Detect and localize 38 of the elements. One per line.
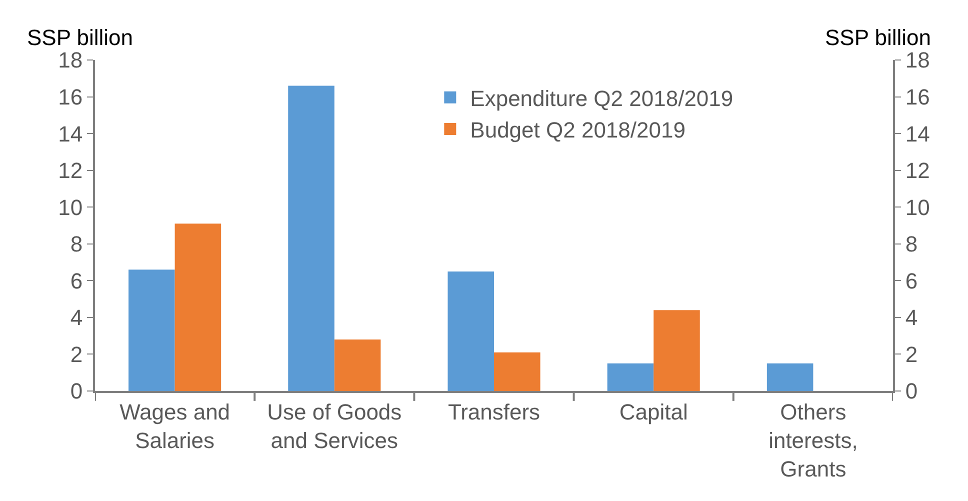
y2-tick-label: 2	[905, 342, 918, 367]
y2-tick-label: 0	[905, 378, 918, 404]
y2-tick-label: 18	[905, 48, 930, 73]
y2-tick-label: 14	[905, 121, 930, 146]
legend-label: Expenditure Q2 2018/2019	[470, 86, 734, 111]
y-tick-label: 12	[58, 158, 83, 184]
y-tick-label: 14	[58, 121, 83, 146]
y2-tick-label: 6	[905, 268, 918, 294]
y2-tick-label: 4	[905, 305, 918, 330]
legend-label: Budget Q2 2018/2019	[470, 118, 686, 143]
y2-axis-title: SSP billion	[825, 25, 931, 50]
x-tick-label: Capital	[619, 399, 688, 424]
bar	[766, 363, 814, 391]
y2-tick-label: 16	[905, 84, 930, 110]
y-tick-label: 2	[70, 342, 83, 367]
y-tick-label: 6	[70, 268, 83, 294]
y-tick-label: 16	[58, 84, 83, 110]
x-tick-label: Transfers	[448, 399, 540, 424]
bar	[494, 352, 540, 391]
bar	[128, 270, 175, 391]
bar	[607, 363, 654, 391]
bar	[288, 86, 334, 391]
y-tick-label: 4	[70, 305, 83, 330]
y-tick-label: 8	[70, 232, 83, 257]
y-axis-title: SSP billion	[27, 25, 133, 50]
y-tick-label: 0	[70, 378, 83, 404]
x-tick-label: Others interests, Grants	[768, 399, 858, 482]
bar	[448, 271, 494, 391]
y2-tick-label: 8	[905, 232, 918, 257]
bar	[174, 224, 222, 391]
y2-tick-label: 10	[905, 194, 930, 220]
bar	[334, 340, 381, 391]
y-tick-label: 18	[58, 48, 83, 73]
x-tick-label: Use of Goods and Services	[267, 399, 402, 453]
bar	[654, 310, 700, 391]
y2-tick-label: 12	[905, 158, 930, 184]
x-tick-label: Wages and Salaries	[120, 399, 230, 453]
y-tick-label: 10	[58, 194, 83, 220]
